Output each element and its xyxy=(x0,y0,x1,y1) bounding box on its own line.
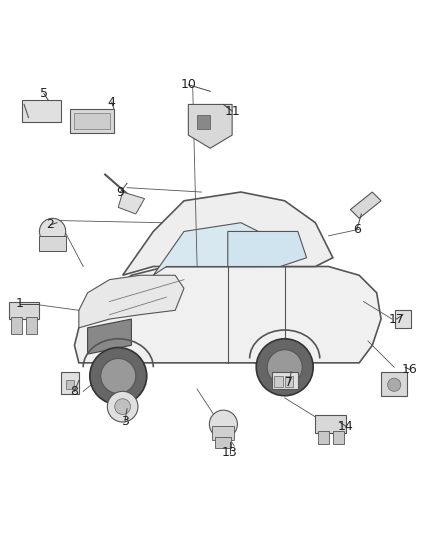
Text: 14: 14 xyxy=(338,420,354,433)
Polygon shape xyxy=(88,319,131,354)
Circle shape xyxy=(115,399,131,415)
Text: 16: 16 xyxy=(402,363,417,376)
Polygon shape xyxy=(79,275,184,328)
Bar xyxy=(39,236,66,251)
Bar xyxy=(70,109,114,133)
Bar xyxy=(212,426,234,440)
Bar xyxy=(333,431,344,444)
Polygon shape xyxy=(188,104,232,148)
Text: 10: 10 xyxy=(180,78,196,91)
Bar xyxy=(274,376,283,387)
Bar xyxy=(315,415,346,433)
Circle shape xyxy=(90,348,147,405)
Bar xyxy=(11,317,22,334)
Polygon shape xyxy=(228,231,307,266)
Bar xyxy=(318,431,328,444)
Circle shape xyxy=(101,359,136,393)
Bar xyxy=(215,437,231,448)
Bar xyxy=(66,381,74,389)
Text: 8: 8 xyxy=(71,385,78,398)
Circle shape xyxy=(107,391,138,422)
Text: 4: 4 xyxy=(108,96,116,109)
Text: 2: 2 xyxy=(46,219,54,231)
Text: 3: 3 xyxy=(121,416,129,429)
Text: 17: 17 xyxy=(389,312,404,326)
Text: 6: 6 xyxy=(353,223,361,236)
Polygon shape xyxy=(153,223,285,275)
Text: 13: 13 xyxy=(222,446,238,459)
Bar xyxy=(26,317,37,334)
Bar xyxy=(381,372,407,395)
Circle shape xyxy=(388,378,401,391)
Bar xyxy=(395,310,411,328)
Bar xyxy=(272,372,298,389)
Text: 5: 5 xyxy=(40,87,48,100)
Text: 1: 1 xyxy=(16,297,24,310)
Text: 9: 9 xyxy=(117,185,124,198)
Polygon shape xyxy=(22,100,61,122)
Circle shape xyxy=(39,219,66,245)
Text: 11: 11 xyxy=(224,104,240,117)
Bar xyxy=(74,113,110,128)
Bar xyxy=(61,372,79,393)
Polygon shape xyxy=(123,192,333,275)
Circle shape xyxy=(256,339,313,395)
Text: 7: 7 xyxy=(285,376,293,389)
Circle shape xyxy=(267,350,302,385)
Polygon shape xyxy=(350,192,381,219)
Circle shape xyxy=(209,410,237,438)
Bar xyxy=(9,302,39,319)
Polygon shape xyxy=(74,266,381,363)
Polygon shape xyxy=(118,192,145,214)
Bar xyxy=(197,115,210,128)
Bar xyxy=(285,376,293,387)
